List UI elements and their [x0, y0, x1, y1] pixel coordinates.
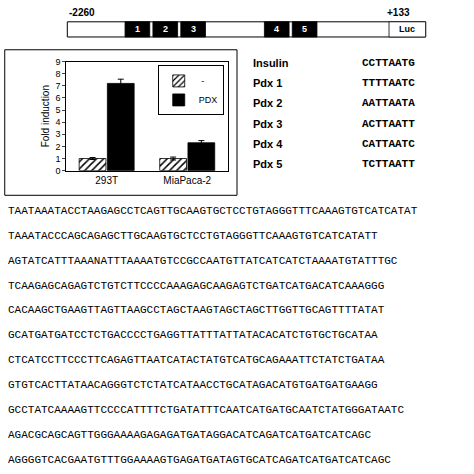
svg-text:GTGTCACTTATAACAGGGTCTCTATCATAA: GTGTCACTTATAACAGGGTCTCTATCATAACCTGCATAGA…: [8, 379, 378, 391]
svg-text:AATTAATA: AATTAATA: [362, 97, 415, 109]
svg-text:GCCTATCAAAAGTTCCCCATTTTCTGATAT: GCCTATCAAAAGTTCCCCATTTTCTGATATTTCAATCATG…: [8, 404, 404, 416]
svg-text:Luc: Luc: [399, 24, 415, 34]
svg-text:Insulin: Insulin: [253, 57, 289, 69]
svg-text:7: 7: [56, 81, 61, 91]
svg-text:TCTTAATT: TCTTAATT: [362, 158, 415, 170]
svg-text:+133: +133: [387, 7, 410, 18]
svg-text:GCATGATGATCCTCTGACCCCTGAGGTTAT: GCATGATGATCCTCTGACCCCTGAGGTTATTTATTATACA…: [8, 329, 378, 341]
svg-text:TAATAAATACCTAAGAGCCTCAGTTGCAAG: TAATAAATACCTAAGAGCCTCAGTTGCAAGTGCTCCTGTA…: [8, 205, 418, 217]
svg-text:CACAAGCTGAAGTTAGTTAAGCCTAGCTAA: CACAAGCTGAAGTTAGTTAAGCCTAGCTAAGTAGCTAGCT…: [8, 304, 385, 316]
svg-text:4: 4: [274, 24, 279, 34]
svg-text:MiaPaca-2: MiaPaca-2: [163, 175, 211, 186]
svg-text:2: 2: [163, 24, 168, 34]
svg-text:AGGGGTCACGAATGTTTGGAAAAGTGAGAT: AGGGGTCACGAATGTTTGGAAAAGTGAGATGATAGTGCAT…: [8, 454, 391, 466]
svg-text:CATTAATC: CATTAATC: [362, 138, 415, 150]
svg-text:AGACGCAGCAGTTGGGAAAAGAGAGATGAT: AGACGCAGCAGTTGGGAAAAGAGAGATGATAGGACATCAG…: [8, 429, 371, 441]
svg-text:5: 5: [56, 105, 61, 115]
svg-text:-2260: -2260: [69, 7, 95, 18]
svg-text:1: 1: [56, 154, 61, 164]
svg-text:3: 3: [191, 24, 196, 34]
svg-text:Pdx 3: Pdx 3: [253, 118, 282, 130]
svg-text:TTTTAATC: TTTTAATC: [362, 77, 415, 89]
svg-text:9: 9: [56, 57, 61, 67]
svg-text:293T: 293T: [95, 175, 118, 186]
svg-text:-: -: [199, 76, 205, 86]
svg-text:AGTATCATTTAAANATTTAAAATGTCCGCC: AGTATCATTTAAANATTTAAAATGTCCGCCAATGTTATCA…: [8, 255, 398, 267]
svg-text:Pdx 2: Pdx 2: [253, 97, 282, 109]
svg-text:Fold induction: Fold induction: [40, 85, 51, 147]
svg-text:Pdx 1: Pdx 1: [253, 77, 282, 89]
svg-text:5: 5: [302, 24, 307, 34]
svg-text:ACTTAATT: ACTTAATT: [362, 118, 415, 130]
svg-text:4: 4: [56, 117, 61, 127]
svg-text:TAAATACCCAGCAGAGCTTGCAAGTGCTCC: TAAATACCCAGCAGAGCTTGCAAGTGCTCCTGTAGGGTTC…: [8, 230, 378, 242]
svg-text:PDX: PDX: [199, 95, 218, 105]
svg-text:TCAAGAGCAGAGTCTGTCTTCCCCAAAGAG: TCAAGAGCAGAGTCTGTCTTCCCCAAAGAGCAAGAGTCTG…: [8, 280, 384, 292]
svg-text:8: 8: [56, 69, 61, 79]
svg-text:0: 0: [56, 166, 61, 176]
svg-text:3: 3: [56, 129, 61, 139]
svg-text:1: 1: [135, 24, 140, 34]
svg-text:2: 2: [56, 142, 61, 152]
svg-text:6: 6: [56, 93, 61, 103]
svg-text:Pdx 4: Pdx 4: [253, 138, 283, 150]
svg-text:CCTTAATG: CCTTAATG: [362, 57, 415, 69]
svg-text:CTCATCCTTCCCTTCAGAGTTAATCATACT: CTCATCCTTCCCTTCAGAGTTAATCATACTATGTCATGCA…: [8, 354, 385, 366]
svg-text:Pdx 5: Pdx 5: [253, 158, 282, 170]
